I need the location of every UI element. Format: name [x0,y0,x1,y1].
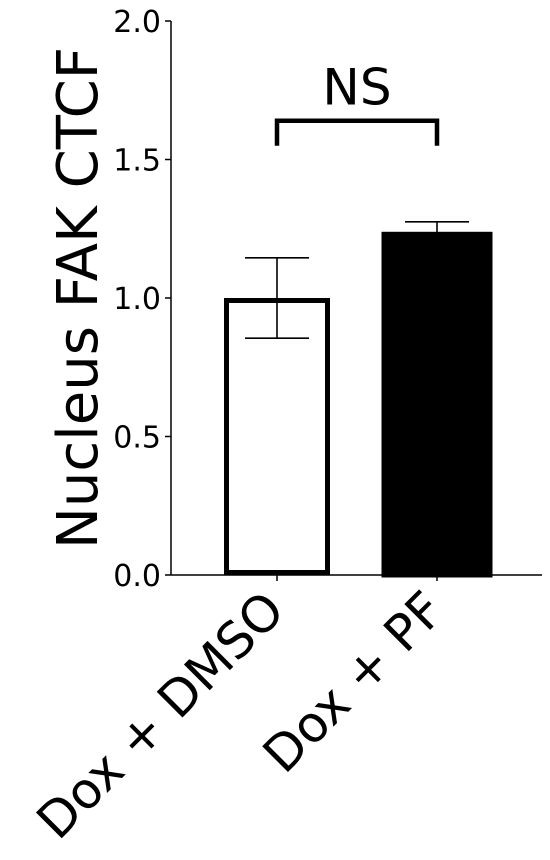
bar [224,298,330,575]
y-tick-label: 1.5 [113,144,161,179]
significance-annotation: NS [274,59,440,146]
error-bar [405,221,469,248]
y-tick-label: 0.0 [113,559,161,594]
y-axis-label: Nucleus FAK CTCF [46,47,111,549]
significance-label: NS [322,59,391,117]
error-bar [245,257,309,339]
bar [381,231,493,578]
bars [224,231,493,578]
significance-bracket [274,118,440,146]
y-tick-label: 1.0 [113,282,161,317]
error-bars [245,221,469,339]
y-tick-label: 0.5 [113,421,161,456]
y-tick-label: 2.0 [113,5,161,40]
x-tick-label: Dox + DMSO [26,580,296,850]
